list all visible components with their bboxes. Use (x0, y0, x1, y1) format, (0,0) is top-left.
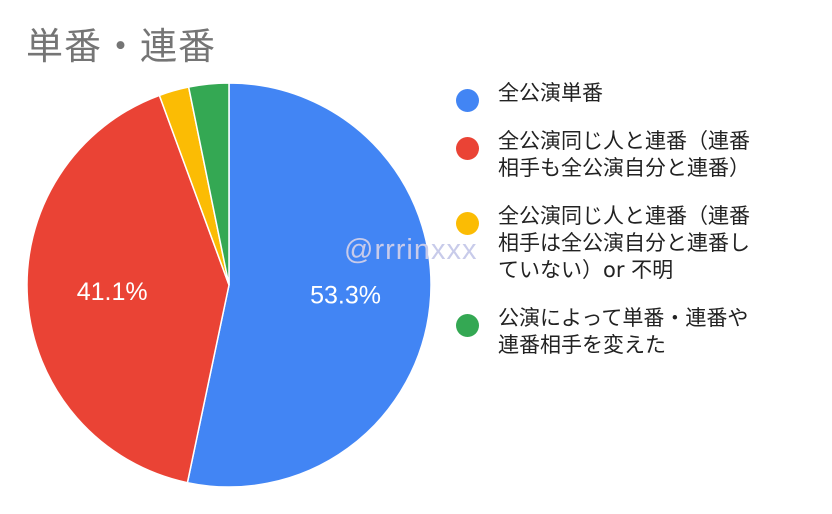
legend-label-2: 全公演同じ人と連番（連番 相手も全公演自分と連番） (498, 129, 750, 180)
legend-label-3: 全公演同じ人と連番（連番 相手は全公演自分と連番し ていない）or 不明 (498, 204, 750, 282)
slice-label-2: 41.1% (77, 278, 148, 306)
pie-slice-4 (187, 82, 230, 286)
legend-item-1: 全公演単番 (456, 80, 816, 112)
legend-label-4: 公演によって単番・連番や 連番相手を変えた (498, 306, 749, 357)
watermark: @rrrinxxx (344, 234, 478, 266)
legend-item-4: 公演によって単番・連番や 連番相手を変えた (456, 305, 816, 359)
legend-item-3: 全公演同じ人と連番（連番 相手は全公演自分と連番し ていない）or 不明 (456, 203, 816, 284)
legend: 全公演単番全公演同じ人と連番（連番 相手も全公演自分と連番） 全公演同じ人と連番（… (456, 80, 816, 380)
slice-label-1: 53.3% (310, 282, 381, 310)
legend-item-2: 全公演同じ人と連番（連番 相手も全公演自分と連番） (456, 128, 816, 182)
legend-swatch-1 (456, 89, 479, 112)
chart-title: 単番・連番 (26, 25, 216, 68)
legend-swatch-3 (456, 212, 479, 235)
pie-slice-2 (26, 94, 230, 484)
pie-slice-1 (186, 82, 432, 488)
legend-swatch-2 (456, 137, 479, 160)
legend-label-1: 全公演単番 (498, 81, 603, 105)
legend-swatch-4 (456, 314, 479, 337)
